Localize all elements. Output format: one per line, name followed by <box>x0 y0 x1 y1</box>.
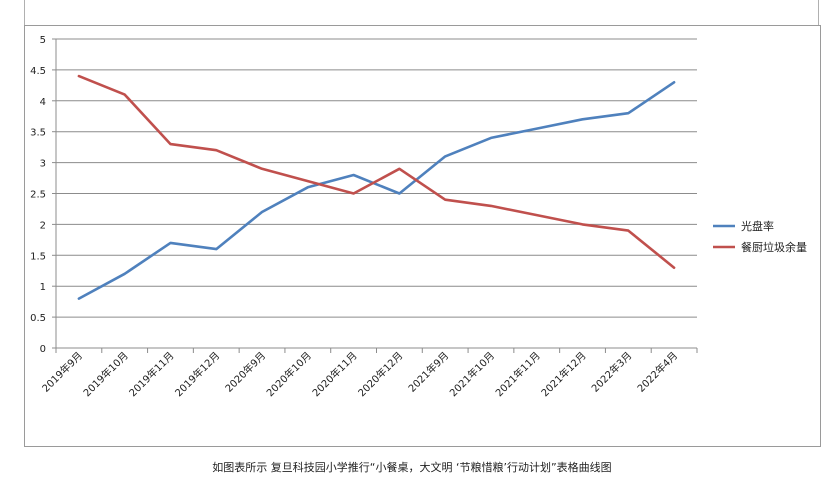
x-tick-label: 2019年9月 <box>39 349 85 395</box>
chart-caption: 如图表所示 复旦科技园小学推行“小餐桌，大文明 ‘节粮惜粮’行动计划”表格曲线图 <box>212 461 612 474</box>
y-tick-label: 3.5 <box>30 128 46 139</box>
x-tick-label: 2020年9月 <box>222 349 268 395</box>
y-tick-label: 0 <box>40 344 46 355</box>
y-tick-label: 2 <box>40 220 46 231</box>
x-tick-label: 2021年11月 <box>493 349 543 399</box>
x-tick-label: 2019年12月 <box>172 349 222 399</box>
x-tick-label: 2020年11月 <box>309 349 359 399</box>
x-tick-label: 2021年12月 <box>538 349 588 399</box>
series-line-1 <box>77 81 676 300</box>
series-lines <box>77 74 676 300</box>
frame-edge-right <box>818 0 819 25</box>
x-tick-label: 2020年10月 <box>264 349 314 399</box>
axes <box>52 38 698 353</box>
y-tick-label: 4.5 <box>30 66 46 77</box>
y-tick-label: 4 <box>40 97 46 108</box>
y-tick-label: 1 <box>40 282 46 293</box>
frame-edge-left <box>24 0 25 25</box>
legend-label: 餐厨垃圾余量 <box>741 240 807 254</box>
x-tick-label: 2022年3月 <box>589 349 635 395</box>
chart-area <box>24 25 821 447</box>
x-tick-label: 2020年12月 <box>355 349 405 399</box>
legend-label: 光盘率 <box>741 219 774 233</box>
y-axis-tick-labels: 0 0.5 1 1.5 2 2.5 3 3.5 4 4.5 5 <box>30 35 46 355</box>
series-line-2 <box>77 74 676 270</box>
y-tick-label: 5 <box>40 35 46 46</box>
x-tick-label: 2021年10月 <box>447 349 497 399</box>
y-tick-label: 0.5 <box>30 313 46 324</box>
x-tick-label: 2021年9月 <box>405 349 451 395</box>
y-tick-label: 1.5 <box>30 251 46 262</box>
gridlines <box>56 38 697 318</box>
x-tick-label: 2019年11月 <box>126 349 176 399</box>
x-tick-label: 2022年4月 <box>634 349 680 395</box>
y-tick-label: 2.5 <box>30 190 46 201</box>
x-tick-label: 2019年10月 <box>80 349 130 399</box>
y-tick-label: 3 <box>40 159 46 170</box>
